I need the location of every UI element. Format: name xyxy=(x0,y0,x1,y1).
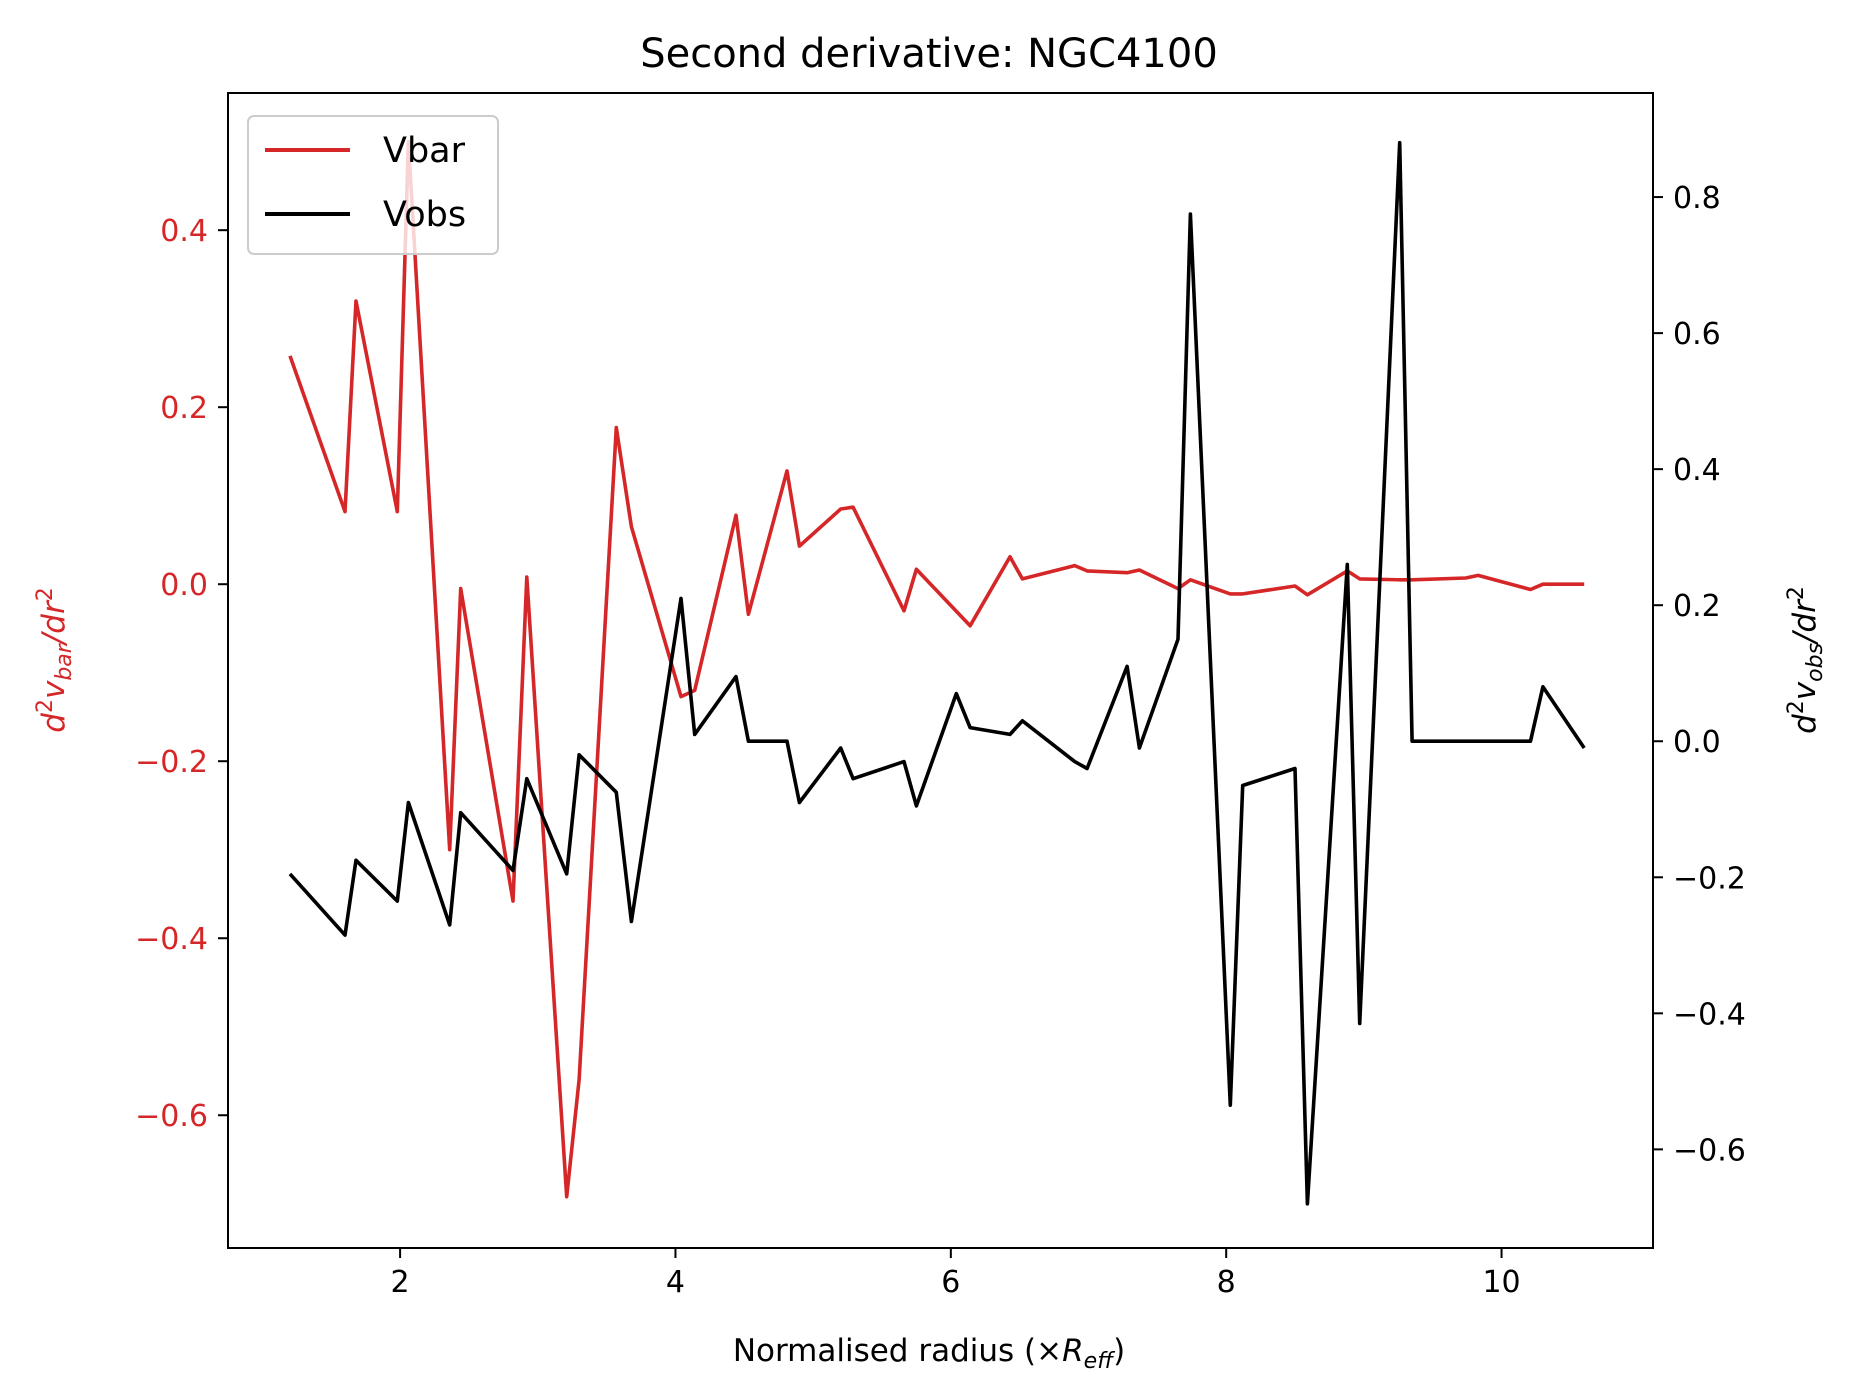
y-tick-left-label: −0.6 xyxy=(135,1099,208,1134)
series-line-vobs xyxy=(288,140,1586,1206)
y-tick-right-label: 0.0 xyxy=(1673,725,1721,760)
y-tick-right-label: −0.2 xyxy=(1673,861,1746,896)
x-tick-label: 8 xyxy=(1217,1265,1236,1300)
legend: Vbar Vobs xyxy=(247,115,499,255)
legend-label-vbar: Vbar xyxy=(383,131,466,171)
y-tick-right-label: 0.2 xyxy=(1673,589,1721,624)
x-tick-label: 6 xyxy=(941,1265,960,1300)
y-tick-left-label: 0.0 xyxy=(160,568,208,603)
plot-frame xyxy=(227,92,1654,1249)
y-tick-left-label: 0.2 xyxy=(160,391,208,426)
y-tick-right-label: −0.6 xyxy=(1673,1133,1746,1168)
legend-label-vobs: Vobs xyxy=(383,195,466,235)
y-tick-left-label: −0.2 xyxy=(135,745,208,780)
x-tick-label: 2 xyxy=(391,1265,410,1300)
axis-ticks: 2 4 6 8 10 −0.6 −0.4 −0.2 0.0 0.2 0.4 −0.6 −0.4 −0.2 0… xyxy=(135,181,1746,1300)
y-tick-right-label: 0.4 xyxy=(1673,453,1721,488)
series-line-vbar xyxy=(288,139,1585,1199)
y-axis-right-label: d2vobs/dr2 xyxy=(1784,586,1828,734)
x-axis-label: Normalised radius (×Reff) xyxy=(733,1333,1125,1374)
y-tick-right-label: 0.6 xyxy=(1673,317,1721,352)
y-axis-left-label: d2vbar/dr2 xyxy=(33,587,77,732)
chart-title: Second derivative: NGC4100 xyxy=(640,31,1218,77)
y-tick-left-label: −0.4 xyxy=(135,922,208,957)
y-tick-left-label: 0.4 xyxy=(160,214,208,249)
plot-area xyxy=(288,139,1586,1206)
x-tick-label: 10 xyxy=(1482,1265,1520,1300)
y-tick-right-label: 0.8 xyxy=(1673,181,1721,216)
y-tick-right-label: −0.4 xyxy=(1673,997,1746,1032)
x-tick-label: 4 xyxy=(666,1265,685,1300)
